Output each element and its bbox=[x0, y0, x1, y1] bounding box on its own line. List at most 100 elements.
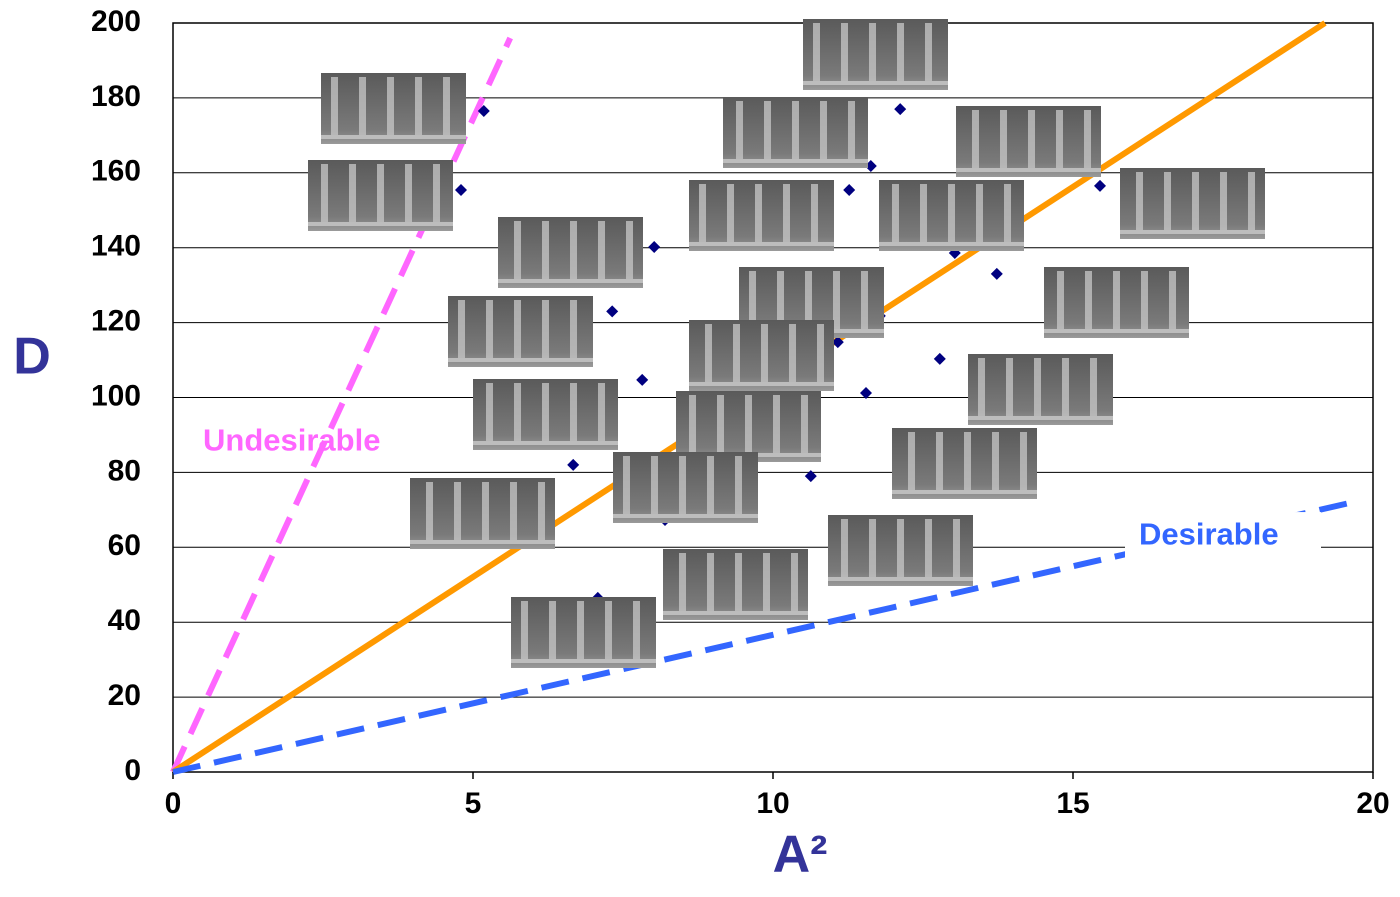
sem-feature bbox=[764, 101, 771, 161]
sem-feature bbox=[1090, 358, 1097, 418]
sem-base bbox=[689, 242, 834, 246]
sem-feature bbox=[717, 395, 724, 455]
sem-base bbox=[968, 416, 1113, 420]
x-tick-label: 10 bbox=[756, 787, 789, 820]
sem-feature bbox=[833, 271, 840, 331]
y-axis-label: D bbox=[13, 328, 51, 386]
sem-feature bbox=[763, 553, 770, 613]
sem-feature bbox=[542, 221, 549, 281]
sem-feature bbox=[1220, 172, 1227, 232]
sem-feature bbox=[908, 432, 915, 492]
sem-feature bbox=[848, 101, 855, 161]
sem-image bbox=[968, 354, 1113, 425]
annotation: Desirable bbox=[1139, 516, 1279, 551]
sem-base bbox=[1120, 230, 1265, 234]
sem-image bbox=[663, 549, 808, 620]
x-axis-label: A² bbox=[773, 826, 828, 884]
sem-feature bbox=[514, 300, 521, 360]
sem-feature bbox=[482, 482, 489, 542]
sem-feature bbox=[626, 221, 633, 281]
sem-feature bbox=[811, 184, 818, 244]
sem-feature bbox=[542, 300, 549, 360]
reference-line bbox=[170, 36, 513, 774]
sem-feature bbox=[542, 383, 549, 443]
sem-feature bbox=[651, 456, 658, 516]
y-tick-label: 160 bbox=[91, 155, 141, 188]
x-tick-label: 15 bbox=[1056, 787, 1089, 820]
sem-feature bbox=[570, 300, 577, 360]
sem-feature bbox=[761, 324, 768, 384]
sem-base bbox=[828, 577, 973, 581]
sem-image bbox=[321, 73, 466, 144]
sem-feature bbox=[605, 601, 612, 661]
sem-image bbox=[511, 597, 656, 668]
sem-feature bbox=[820, 101, 827, 161]
sem-feature bbox=[964, 432, 971, 492]
sem-feature bbox=[925, 519, 932, 579]
point bbox=[894, 103, 907, 116]
sem-feature bbox=[841, 23, 848, 83]
sem-feature bbox=[549, 601, 556, 661]
sem-feature bbox=[1192, 172, 1199, 232]
sem-feature bbox=[789, 324, 796, 384]
x-tick-label: 0 bbox=[165, 787, 182, 820]
sem-feature bbox=[1169, 271, 1176, 331]
sem-feature bbox=[570, 383, 577, 443]
sem-feature bbox=[948, 184, 955, 244]
sem-feature bbox=[749, 271, 756, 331]
sem-feature bbox=[1062, 358, 1069, 418]
sem-feature bbox=[689, 395, 696, 455]
sem-feature bbox=[707, 456, 714, 516]
sem-feature bbox=[510, 482, 517, 542]
sem-feature bbox=[1057, 271, 1064, 331]
sem-feature bbox=[735, 456, 742, 516]
sem-image bbox=[613, 452, 758, 523]
sem-feature bbox=[1020, 432, 1027, 492]
sem-feature bbox=[727, 184, 734, 244]
point bbox=[843, 184, 856, 197]
point bbox=[567, 458, 580, 471]
sem-feature bbox=[897, 23, 904, 83]
sem-feature bbox=[598, 221, 605, 281]
sem-image bbox=[1120, 168, 1265, 239]
sem-image bbox=[892, 428, 1037, 499]
sem-feature bbox=[735, 553, 742, 613]
sem-feature bbox=[1028, 110, 1035, 170]
point bbox=[648, 240, 661, 253]
y-tick-label: 20 bbox=[108, 679, 141, 712]
sem-feature bbox=[869, 23, 876, 83]
sem-base bbox=[803, 81, 948, 85]
sem-feature bbox=[331, 77, 338, 137]
sem-image bbox=[308, 160, 453, 231]
sem-image bbox=[410, 478, 555, 549]
sem-feature bbox=[514, 221, 521, 281]
point bbox=[804, 470, 817, 483]
point bbox=[455, 184, 467, 197]
sem-base bbox=[689, 382, 834, 386]
sem-image bbox=[473, 379, 618, 450]
sem-base bbox=[1044, 329, 1189, 333]
sem-feature bbox=[486, 300, 493, 360]
sem-feature bbox=[1034, 358, 1041, 418]
sem-image bbox=[828, 515, 973, 586]
reference-line bbox=[172, 500, 1350, 775]
sem-feature bbox=[792, 101, 799, 161]
sem-feature bbox=[538, 482, 545, 542]
sem-feature bbox=[972, 110, 979, 170]
sem-feature bbox=[1085, 271, 1092, 331]
sem-feature bbox=[1113, 271, 1120, 331]
sem-feature bbox=[349, 164, 356, 224]
sem-image bbox=[803, 19, 948, 90]
sem-feature bbox=[936, 432, 943, 492]
sem-image bbox=[879, 180, 1024, 251]
sem-feature bbox=[707, 553, 714, 613]
sem-feature bbox=[699, 184, 706, 244]
sem-feature bbox=[623, 456, 630, 516]
sem-feature bbox=[521, 601, 528, 661]
sem-base bbox=[308, 222, 453, 226]
sem-base bbox=[956, 168, 1101, 172]
sem-feature bbox=[1000, 110, 1007, 170]
sem-base bbox=[448, 358, 593, 362]
sem-feature bbox=[486, 383, 493, 443]
sem-feature bbox=[992, 432, 999, 492]
